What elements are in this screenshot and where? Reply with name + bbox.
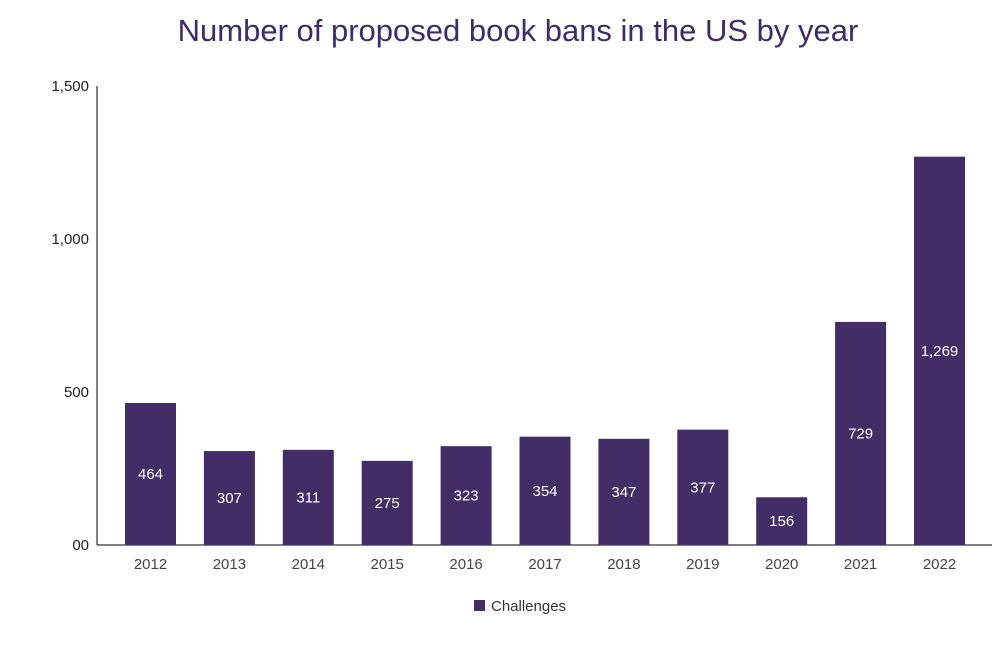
bar	[440, 446, 492, 545]
bar	[125, 403, 176, 545]
x-tick-label: 2022	[923, 556, 956, 573]
bar-value-label: 311	[296, 489, 320, 506]
chart-title: Number of proposed book bans in the US b…	[178, 13, 859, 48]
x-tick-label: 2016	[449, 556, 482, 573]
x-tick-label: 2017	[528, 556, 561, 573]
bar	[361, 460, 413, 545]
bar-value-label: 377	[690, 479, 715, 496]
legend-label: Challenges	[491, 598, 566, 615]
bar-value-label: 347	[611, 484, 636, 501]
bar	[914, 156, 965, 545]
x-tick-label: 2018	[607, 556, 640, 573]
y-axis: 00 500 1,000 1,500	[51, 78, 98, 554]
bar	[282, 449, 334, 545]
y-tick-label: 500	[64, 384, 89, 401]
y-tick-label: 1,000	[51, 231, 89, 248]
bar-value-label: 156	[769, 513, 794, 530]
bar-value-label: 464	[138, 466, 163, 483]
x-axis: 2012 2013 2014 2015 2016 2017 2018 2019 2020 2021…	[97, 544, 992, 573]
bar-value-label: 323	[454, 488, 479, 505]
bar	[519, 436, 571, 545]
x-tick-label: 2013	[213, 556, 246, 573]
bar	[203, 451, 255, 545]
x-tick-label: 2020	[765, 556, 798, 573]
bar-series: 464 307 311 275 323 354 347 377 156 729 1,269	[125, 156, 965, 545]
bar-value-label: 1,269	[921, 343, 959, 360]
legend-swatch	[474, 600, 485, 611]
bar-value-label: 354	[532, 483, 557, 500]
y-tick-label: 00	[72, 537, 89, 554]
bar	[598, 438, 650, 545]
bar	[835, 321, 887, 545]
x-tick-label: 2014	[292, 556, 325, 573]
x-tick-label: 2012	[134, 556, 167, 573]
x-tick-label: 2021	[844, 556, 877, 573]
bar	[677, 429, 729, 545]
legend: Challenges	[474, 598, 566, 615]
bar-value-label: 729	[848, 425, 873, 442]
x-tick-label: 2019	[686, 556, 719, 573]
y-tick-label: 1,500	[51, 78, 89, 95]
bar-value-label: 307	[217, 490, 242, 507]
bar-value-label: 275	[375, 495, 400, 512]
x-tick-label: 2015	[371, 556, 404, 573]
bar	[756, 497, 808, 545]
